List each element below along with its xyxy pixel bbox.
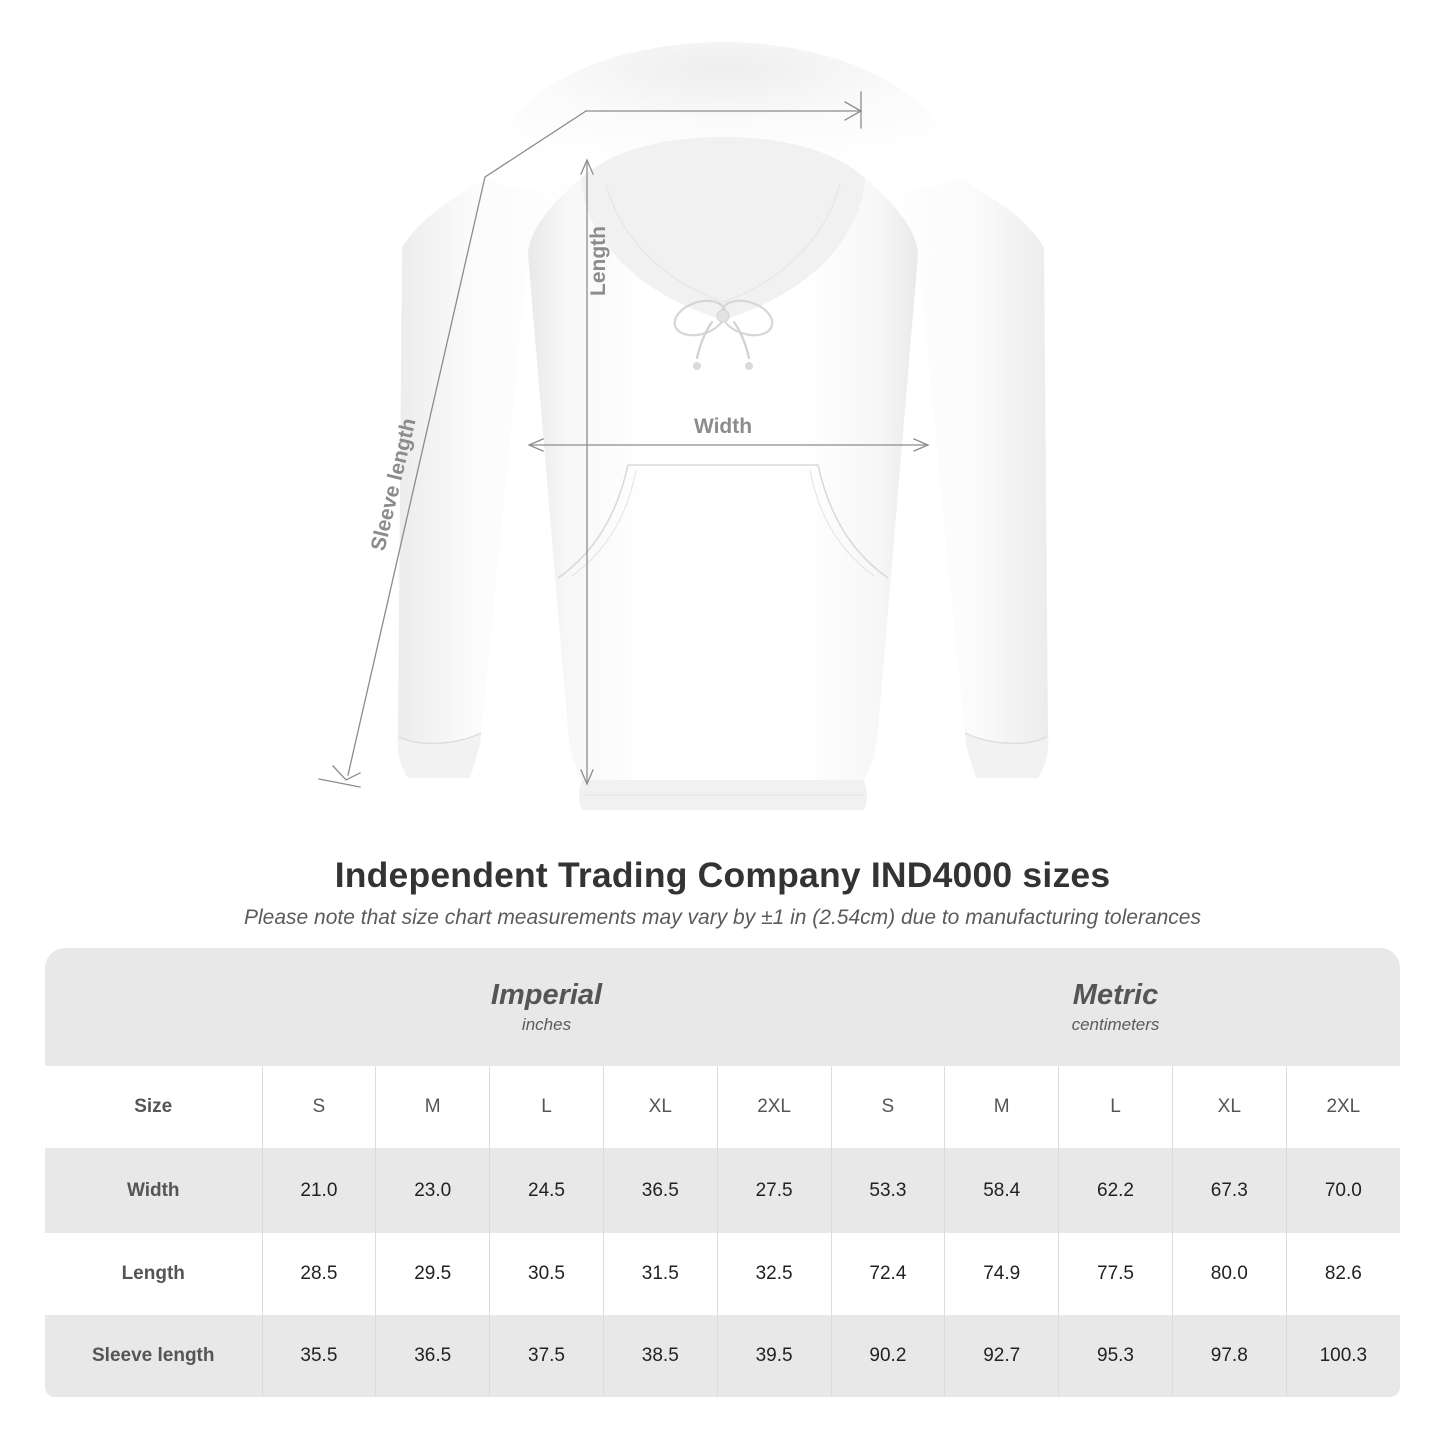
svg-text:Width: Width	[694, 415, 752, 438]
svg-text:Length: Length	[587, 226, 610, 296]
